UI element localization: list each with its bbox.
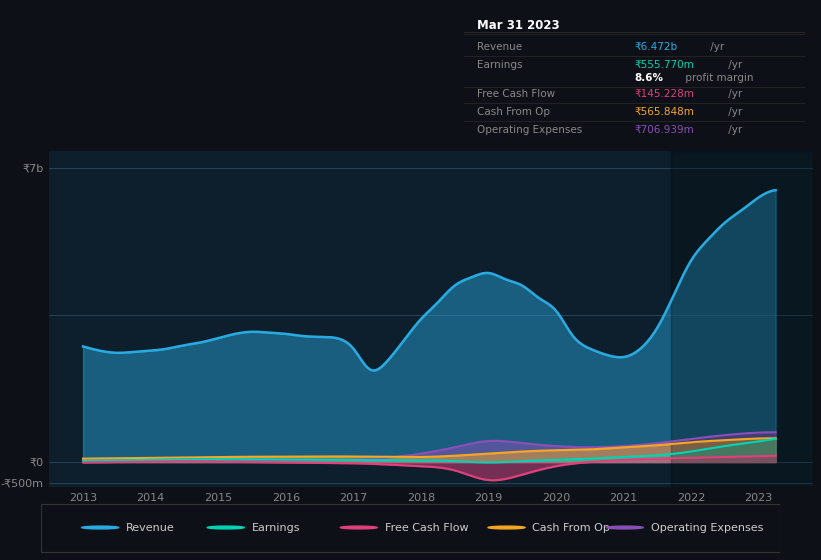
Text: /yr: /yr [708, 42, 725, 52]
Text: ₹565.848m: ₹565.848m [635, 108, 694, 117]
Text: profit margin: profit margin [682, 73, 754, 83]
Text: Cash From Op: Cash From Op [533, 522, 610, 533]
Circle shape [607, 526, 644, 529]
Text: Free Cash Flow: Free Cash Flow [384, 522, 468, 533]
Circle shape [340, 526, 378, 529]
Text: Revenue: Revenue [126, 522, 175, 533]
Text: 8.6%: 8.6% [635, 73, 663, 83]
Text: /yr: /yr [724, 60, 741, 70]
Text: Earnings: Earnings [478, 60, 523, 70]
Circle shape [82, 526, 119, 529]
Text: Earnings: Earnings [252, 522, 300, 533]
Text: ₹145.228m: ₹145.228m [635, 90, 694, 100]
Text: Cash From Op: Cash From Op [478, 108, 551, 117]
Text: Mar 31 2023: Mar 31 2023 [478, 19, 560, 32]
Text: ₹706.939m: ₹706.939m [635, 125, 694, 135]
Circle shape [488, 526, 525, 529]
Text: Operating Expenses: Operating Expenses [478, 125, 583, 135]
FancyBboxPatch shape [41, 504, 780, 552]
Text: ₹6.472b: ₹6.472b [635, 42, 677, 52]
Text: Revenue: Revenue [478, 42, 523, 52]
Text: Free Cash Flow: Free Cash Flow [478, 90, 556, 100]
Text: /yr: /yr [724, 108, 741, 117]
Bar [671, 151, 813, 487]
Text: ₹555.770m: ₹555.770m [635, 60, 694, 70]
Text: Operating Expenses: Operating Expenses [651, 522, 763, 533]
Text: /yr: /yr [724, 90, 741, 100]
Text: /yr: /yr [724, 125, 741, 135]
Circle shape [208, 526, 245, 529]
